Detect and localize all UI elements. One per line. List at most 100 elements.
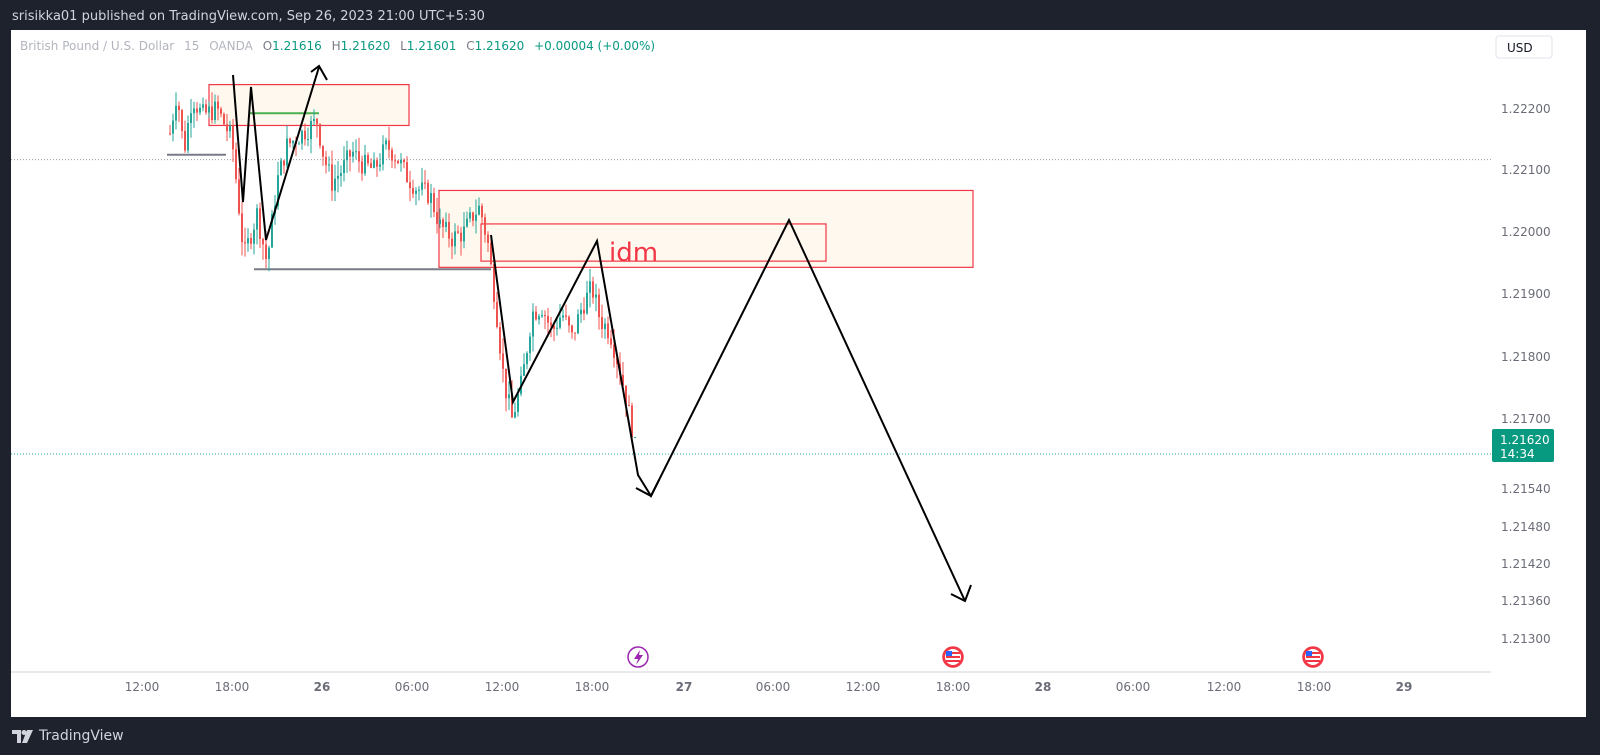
candle-body: [223, 113, 225, 125]
price-axis[interactable]: 1.22200 1.22100 1.22000 1.21900 1.21800 1.217…: [1501, 102, 1551, 646]
candle-body: [205, 104, 207, 113]
candle-body: [376, 160, 378, 167]
candle-body: [553, 325, 555, 329]
candle: [529, 332, 531, 361]
candle: [457, 225, 459, 235]
candle: [232, 119, 234, 163]
legend-low: 1.21601: [407, 39, 457, 53]
candle: [385, 137, 387, 150]
candle: [196, 102, 198, 121]
event-lightning[interactable]: [627, 646, 649, 668]
candle: [349, 149, 351, 172]
candle-body: [379, 164, 381, 167]
candle: [172, 113, 174, 142]
candle-body: [199, 107, 201, 113]
candle-body: [499, 326, 501, 354]
candle-body: [538, 316, 540, 320]
currency-button[interactable]: USD: [1495, 35, 1553, 59]
candle-body: [301, 130, 303, 144]
candle-body: [247, 238, 249, 244]
candle: [211, 92, 213, 124]
candle: [256, 204, 258, 245]
candle-body: [622, 375, 624, 386]
candle-body: [577, 314, 579, 334]
candle-body: [424, 182, 426, 184]
candle-body: [604, 323, 606, 329]
candle: [460, 226, 462, 256]
candle-body: [541, 315, 543, 317]
supply-zone: [480, 223, 827, 262]
drawings: [232, 64, 972, 603]
chart-area[interactable]: British Pound / U.S. Dollar 15 OANDA O1.…: [11, 30, 1586, 717]
candle-body: [370, 163, 372, 168]
candle-body: [244, 242, 246, 244]
candle-body: [406, 162, 408, 183]
candle-body: [565, 315, 567, 317]
candle-body: [298, 143, 300, 145]
candle-body: [334, 178, 336, 191]
event-us-2[interactable]: [1302, 646, 1324, 668]
candle: [445, 212, 447, 233]
candle: [496, 292, 498, 329]
candle-body: [460, 232, 462, 242]
price-tick: 1.21540: [1501, 482, 1551, 496]
candle: [199, 103, 201, 116]
price-tick: 1.21360: [1501, 594, 1551, 608]
time-tick: 12:00: [1207, 680, 1242, 694]
candle-body: [241, 213, 243, 243]
candle: [583, 297, 585, 321]
candle-body: [511, 394, 513, 418]
event-us-1[interactable]: [942, 646, 964, 668]
candle: [214, 94, 216, 124]
legend-change: +0.00004 (+0.00%): [534, 39, 655, 53]
candle: [487, 231, 489, 252]
candle: [508, 381, 510, 410]
candle-body: [235, 149, 237, 180]
candle-body: [286, 138, 288, 166]
candle-body: [625, 385, 627, 406]
candle-body: [562, 315, 564, 318]
candle: [307, 127, 309, 147]
candle-body: [613, 344, 615, 358]
candle-body: [217, 101, 219, 109]
candle: [292, 139, 294, 149]
candle-body: [589, 281, 591, 293]
candle: [544, 310, 546, 329]
trend-arrow: [232, 66, 320, 241]
candle: [631, 402, 633, 441]
time-tick: 06:00: [395, 680, 430, 694]
candle: [634, 436, 636, 439]
time-tick: 18:00: [215, 680, 250, 694]
time-tick: 18:00: [936, 680, 971, 694]
tradingview-logo[interactable]: TradingView: [12, 728, 124, 744]
candle: [181, 108, 183, 139]
candle-body: [529, 336, 531, 354]
candle-body: [595, 294, 597, 298]
candle-body: [517, 393, 519, 412]
price-tick: 1.21420: [1501, 557, 1551, 571]
candle: [589, 269, 591, 308]
candle: [604, 318, 606, 339]
candle-body: [316, 119, 318, 125]
candle: [409, 170, 411, 202]
candle-body: [322, 145, 324, 157]
time-tick: 12:00: [846, 680, 881, 694]
candle-body: [256, 208, 258, 230]
candle: [175, 92, 177, 130]
legend-open: 1.21616: [272, 39, 322, 53]
candle: [535, 305, 537, 321]
price-tick: 1.22000: [1501, 225, 1551, 239]
candle: [463, 212, 465, 249]
candle: [253, 223, 255, 255]
candle-body: [559, 317, 561, 328]
candle: [190, 98, 192, 138]
candle: [346, 140, 348, 173]
published-info: srisikka01 published on TradingView.com,…: [12, 9, 485, 24]
price-tick: 1.21300: [1501, 632, 1551, 646]
candle-body: [340, 173, 342, 176]
candle: [223, 112, 225, 126]
price-chart[interactable]: British Pound / U.S. Dollar 15 OANDA O1.…: [11, 30, 1586, 717]
candle: [568, 315, 570, 333]
candle: [313, 109, 315, 126]
time-axis[interactable]: 12:00 18:00 26 06:00 12:00 18:00 27 06:00 12:00 1…: [125, 680, 1413, 694]
